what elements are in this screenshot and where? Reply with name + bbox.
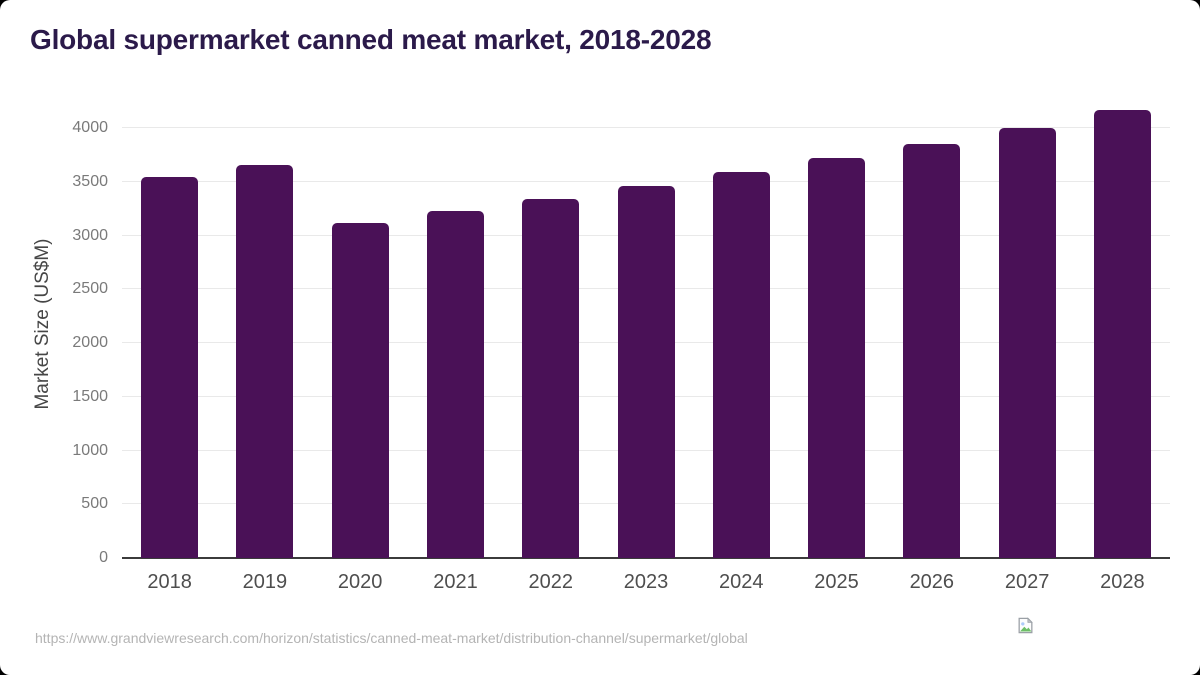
x-axis-line	[122, 557, 1170, 559]
bar-2027	[998, 128, 1056, 558]
x-tick-label-2022: 2022	[528, 571, 573, 593]
y-tick-label-2500: 2500	[72, 280, 108, 298]
y-tick-label-1500: 1500	[72, 387, 108, 405]
x-tick-label-2024: 2024	[719, 571, 764, 593]
bar-2023	[617, 186, 675, 558]
bar-2022	[522, 198, 580, 558]
x-tick-label-2023: 2023	[623, 571, 669, 593]
y-tick-label-3500: 3500	[72, 172, 108, 190]
source-url: https://www.grandviewresearch.com/horizo…	[35, 630, 748, 646]
y-tick-label-2000: 2000	[72, 334, 108, 351]
bar-2019	[236, 165, 294, 558]
y-tick-label-1000: 1000	[72, 441, 108, 459]
x-tick-label-2021: 2021	[433, 571, 478, 593]
x-tick-label-2028: 2028	[1100, 571, 1145, 593]
y-axis-title: Market Size (US$M)	[32, 238, 53, 410]
x-tick-label-2018: 2018	[147, 571, 192, 593]
x-tick-label-2019: 2019	[242, 571, 288, 593]
y-tick-label-3000: 3000	[72, 226, 108, 244]
y-tick-label-0: 0	[99, 549, 108, 566]
bar-2024	[712, 172, 770, 558]
y-tick-label-500: 500	[81, 495, 108, 513]
x-tick-label-2027: 2027	[1004, 571, 1050, 593]
bar-2021	[426, 211, 484, 558]
bar-2025	[808, 158, 866, 558]
gridline-3500	[122, 180, 1170, 182]
bar-2018	[141, 176, 199, 558]
y-tick-label-4000: 4000	[72, 119, 108, 136]
chart-title: Global supermarket canned meat market, 2…	[30, 24, 712, 55]
gridline-4000	[122, 127, 1170, 128]
x-tick-label-2026: 2026	[909, 571, 955, 593]
plot-area	[122, 100, 1170, 559]
bar-2020	[331, 222, 389, 558]
bar-2028	[1093, 110, 1151, 558]
broken-image-icon	[1016, 616, 1036, 636]
x-tick-label-2020: 2020	[337, 571, 383, 593]
bar-2026	[903, 143, 961, 558]
x-tick-label-2025: 2025	[814, 571, 859, 593]
